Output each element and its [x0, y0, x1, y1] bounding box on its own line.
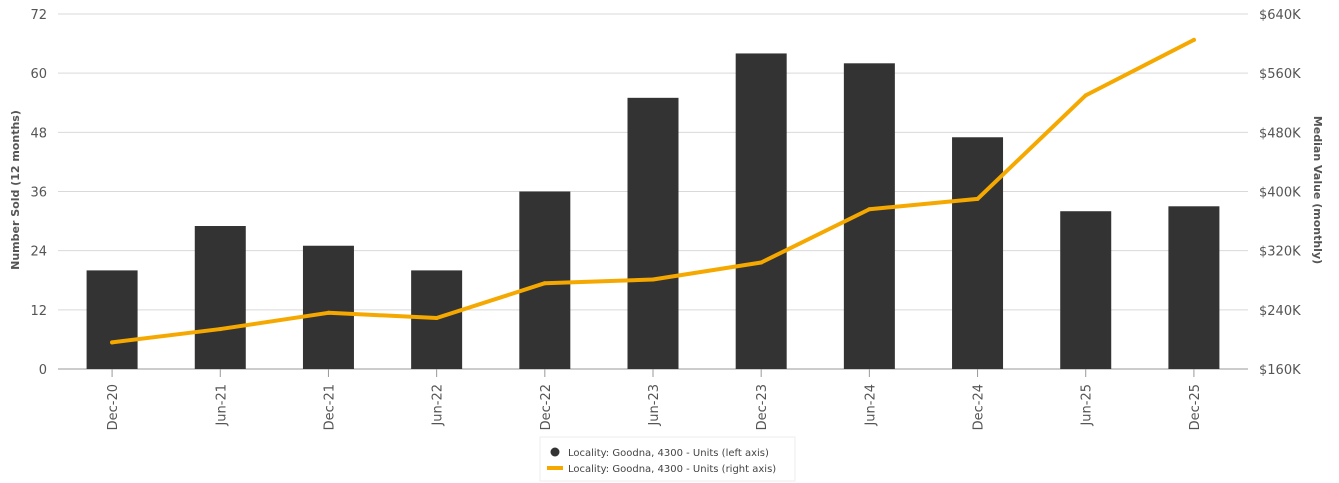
legend-line-marker — [547, 466, 563, 470]
bar — [1060, 211, 1112, 369]
x-tick-label: Dec-25 — [1188, 384, 1203, 430]
line-point — [1083, 93, 1088, 98]
x-tick-label: Dec-23 — [755, 384, 770, 430]
x-tick-label: Dec-24 — [972, 384, 987, 430]
right-tick-label: $240K — [1259, 304, 1301, 319]
bar-layer — [86, 53, 1220, 370]
legend-item-bars[interactable]: Locality: Goodna, 4300 - Units (left axi… — [550, 447, 769, 460]
legend-item-line[interactable]: Locality: Goodna, 4300 - Units (right ax… — [547, 464, 776, 475]
x-tick-label: Dec-22 — [539, 384, 554, 430]
line-layer — [110, 37, 1196, 345]
line-point — [218, 327, 223, 332]
right-tick-label: $480K — [1259, 126, 1301, 141]
legend-bar-marker — [550, 447, 560, 457]
x-tick-label: Jun-21 — [214, 384, 229, 427]
left-tick-label: 48 — [30, 126, 47, 141]
line-point — [651, 277, 655, 282]
bar — [194, 226, 246, 369]
x-tick-label: Jun-22 — [431, 384, 446, 427]
right-tick-label: $640K — [1259, 8, 1301, 23]
right-tick-label: $400K — [1259, 186, 1301, 201]
line-point — [110, 340, 115, 345]
left-tick-label: 72 — [30, 8, 47, 23]
left-tick-label: 12 — [30, 304, 47, 319]
left-tick-label: 36 — [30, 186, 47, 201]
axis-layer: 0 $160K 12 $240K 24 $320K 36 $400K 48 $480K 60 $560… — [30, 8, 1301, 430]
line-point — [759, 260, 764, 265]
x-tick-label: Jun-25 — [1080, 384, 1095, 427]
bar — [952, 137, 1004, 369]
legend-box — [539, 436, 796, 482]
line-point — [975, 196, 980, 201]
right-tick-label: $320K — [1259, 245, 1301, 260]
bar — [519, 191, 571, 369]
bar — [627, 97, 679, 369]
bar — [735, 53, 787, 369]
line-point — [326, 310, 331, 315]
left-axis-title: Number Sold (12 months) — [9, 110, 22, 270]
right-axis-title: Median Value (monthly) — [1311, 116, 1324, 264]
right-tick-label: $160K — [1259, 363, 1301, 378]
line-point — [1191, 37, 1196, 42]
x-tick-label: Dec-21 — [322, 384, 337, 430]
x-tick-label: Jun-24 — [863, 384, 878, 427]
line-point — [867, 207, 872, 212]
right-tick-label: $560K — [1259, 67, 1301, 82]
bar — [1168, 206, 1220, 369]
x-tick-label: Jun-23 — [647, 384, 662, 427]
line-point — [542, 281, 547, 286]
left-tick-label: 24 — [30, 245, 47, 260]
legend-line-label: Locality: Goodna, 4300 - Units (right ax… — [568, 464, 776, 475]
left-tick-label: 60 — [30, 67, 47, 82]
left-tick-label: 0 — [39, 363, 47, 378]
legend-bar-label: Locality: Goodna, 4300 - Units (left axi… — [568, 448, 769, 459]
line-point — [434, 315, 439, 320]
bar — [302, 245, 354, 369]
x-tick-label: Dec-20 — [106, 384, 121, 430]
bar — [86, 270, 138, 369]
legend: Locality: Goodna, 4300 - Units (left axi… — [539, 436, 796, 482]
